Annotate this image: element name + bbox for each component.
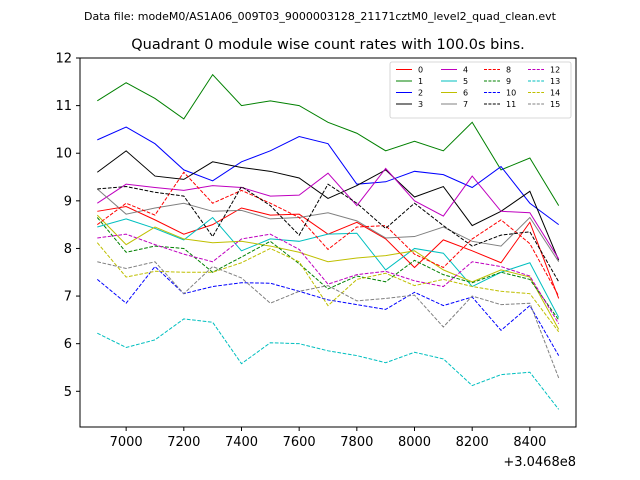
series-line-10 xyxy=(96,265,560,356)
y-tick-label: 9 xyxy=(64,194,72,209)
series-line-15 xyxy=(97,261,560,379)
series-line-8 xyxy=(97,171,560,297)
legend-label-5: 5 xyxy=(463,77,468,86)
legend-box xyxy=(389,61,572,119)
x-tick-label: 7000 xyxy=(110,435,143,450)
plot-background xyxy=(80,58,576,427)
series-layer xyxy=(96,73,560,410)
series-line-5 xyxy=(97,216,560,318)
x-tick-label: 7800 xyxy=(340,435,373,450)
series-line-3 xyxy=(97,150,560,261)
plot-area: 7000 7200 7400 7600 7800 8000 8200 8400 5678910… xyxy=(55,52,577,470)
legend-label-11: 11 xyxy=(506,100,516,109)
legend-label-13: 13 xyxy=(550,77,560,86)
y-tick-label: 8 xyxy=(64,242,72,257)
chart-subtitle: Data file: modeM0/AS1A06_009T03_90000031… xyxy=(84,10,557,23)
legend-label-1: 1 xyxy=(418,77,423,86)
y-tick-label: 10 xyxy=(55,147,72,162)
legend-label-0: 0 xyxy=(418,66,423,75)
x-tick-label: 8400 xyxy=(513,435,546,450)
series-line-4 xyxy=(97,167,560,260)
legend-label-8: 8 xyxy=(506,66,511,75)
y-tick-label: 5 xyxy=(64,385,72,400)
legend-label-7: 7 xyxy=(463,100,468,109)
x-tick-label: 7200 xyxy=(167,435,200,450)
x-axis: 7000 7200 7400 7600 7800 8000 8200 8400 xyxy=(110,427,546,450)
y-tick-label: 12 xyxy=(55,52,72,67)
y-tick-label: 11 xyxy=(55,99,72,114)
series-line-13 xyxy=(97,318,560,410)
legend-label-15: 15 xyxy=(550,100,560,109)
chart-title: Quadrant 0 module wise count rates with … xyxy=(131,37,525,53)
legend-label-14: 14 xyxy=(550,89,560,98)
legend-label-4: 4 xyxy=(463,66,468,75)
legend-label-9: 9 xyxy=(506,77,511,86)
series-line-14 xyxy=(96,242,560,333)
x-axis-offset-label: +3.0468e8 xyxy=(503,455,576,470)
y-tick-label: 7 xyxy=(64,290,72,305)
legend-label-10: 10 xyxy=(506,89,516,98)
series-line-6 xyxy=(96,214,560,330)
legend-label-12: 12 xyxy=(550,66,560,75)
y-tick-label: 6 xyxy=(64,337,72,352)
x-tick-label: 7600 xyxy=(283,435,316,450)
x-tick-label: 8200 xyxy=(456,435,489,450)
x-tick-label: 7400 xyxy=(225,435,258,450)
series-line-9 xyxy=(96,217,560,321)
x-tick-label: 8000 xyxy=(398,435,431,450)
legend-label-2: 2 xyxy=(418,89,423,98)
y-axis: 5 6 7 8 9 10 11 12 xyxy=(55,52,80,400)
series-line-2 xyxy=(97,126,559,226)
axes-frame xyxy=(79,57,577,428)
series-line-11 xyxy=(97,183,560,283)
series-line-1 xyxy=(97,73,560,206)
series-line-12 xyxy=(97,233,560,324)
legend-label-6: 6 xyxy=(463,89,468,98)
legend-label-3: 3 xyxy=(418,100,423,109)
